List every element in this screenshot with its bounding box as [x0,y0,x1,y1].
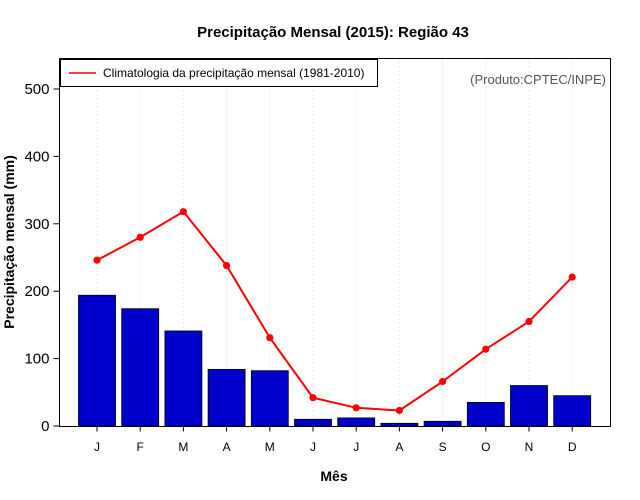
bar [510,385,548,427]
x-tick-label: D [568,440,577,454]
y-tick-label: 0 [41,418,49,435]
bar [337,417,376,427]
legend: Climatologia da precipitação mensal (198… [60,59,378,87]
bar [423,420,462,427]
climatology-point [93,256,101,264]
y-axis-title: Precipitação mensal (mm) [1,155,17,329]
climatology-point [525,317,533,326]
bar [294,418,332,427]
bar [207,368,246,427]
x-axis-title: Mês [320,468,347,484]
bar [164,330,203,427]
plot-frame [59,58,611,427]
legend-label: Climatologia da precipitação mensal (198… [103,66,364,80]
x-tick-label: A [395,440,403,454]
climatology-point [395,406,403,415]
bar [466,402,505,427]
y-tick-label: 300 [24,216,49,233]
y-tick-label: 200 [24,283,49,300]
y-axis: 0 100 200 300 400 500 [24,81,60,435]
climatology-point [352,404,360,412]
y-tick-label: 400 [24,148,49,165]
credit-text: (Produto:CPTEC/INPE) [470,72,606,87]
line-layer [93,208,576,415]
legend-box [60,59,378,87]
x-tick-label: J [310,440,316,454]
x-tick-label: F [137,440,144,454]
bar [553,395,592,427]
chart-title: Precipitação Mensal (2015): Região 43 [197,24,469,41]
climatology-point [439,377,447,386]
bar [250,370,289,427]
climatology-line [96,210,573,412]
bar [78,294,116,427]
x-tick-label: O [481,440,490,454]
grid-layer [96,58,573,427]
x-tick-label: M [265,440,275,454]
climatology-point [179,208,187,216]
x-tick-label: M [178,440,188,454]
x-tick-label: S [439,440,447,454]
x-tick-label: A [223,440,231,454]
climatology-point [223,261,231,270]
y-tick-label: 100 [24,351,49,368]
x-tick-label: J [353,440,359,454]
climatology-point [482,345,490,353]
climatology-point [136,233,144,241]
climatology-point [266,334,274,342]
bars-layer [78,294,592,427]
x-tick-label: J [94,440,100,454]
y-tick-label: 500 [24,81,49,98]
x-tick-label: N [525,440,534,454]
climatology-point [568,273,576,281]
bar [380,422,419,427]
bar [121,308,160,427]
climatology-point [309,394,317,402]
